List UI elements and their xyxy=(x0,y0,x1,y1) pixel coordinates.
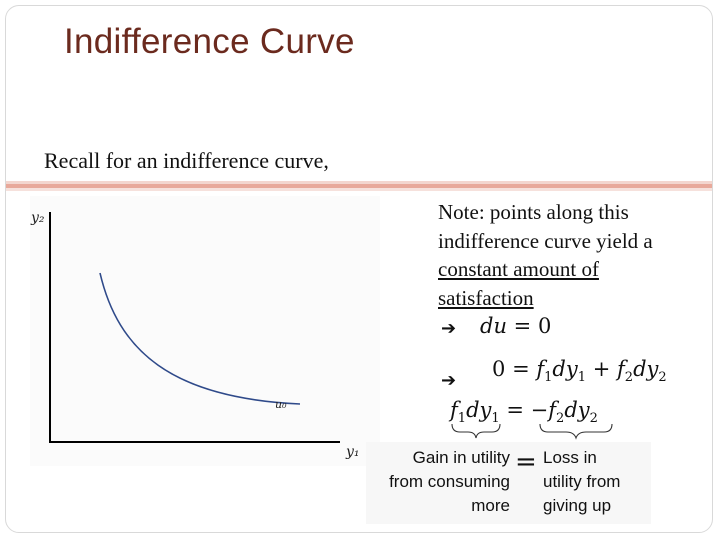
eq2-lhs: 0 xyxy=(492,357,506,381)
eq3-term: f xyxy=(450,398,458,422)
note-underlined-2: satisfaction xyxy=(438,285,534,310)
eq2-sub: 1 xyxy=(544,370,553,385)
eq2-term: f xyxy=(617,357,625,381)
eq3-term: dy xyxy=(466,398,492,422)
brace-right xyxy=(539,423,613,440)
recall-text: Recall for an indifference curve, xyxy=(44,148,329,173)
eq2-sub: 1 xyxy=(577,370,587,385)
gain-label-line: from consuming xyxy=(389,472,510,491)
loss-label-line: giving up xyxy=(543,496,612,515)
eq3-rel: = xyxy=(506,398,524,422)
labels-equals: = xyxy=(515,447,537,477)
eq3-sub: 2 xyxy=(589,411,598,426)
slide-frame xyxy=(5,5,713,533)
equation-2: 0 = f1dy1 + f2dy2 xyxy=(492,357,667,385)
eq3-sub: 1 xyxy=(457,411,467,426)
eq2-sub: 2 xyxy=(658,370,667,385)
graph-background xyxy=(30,196,380,466)
equation-3: f1dy1 = −f2dy2 xyxy=(450,398,598,426)
eq1-rhs: 0 xyxy=(537,314,552,338)
note-underlined-1: constant amount of xyxy=(438,257,599,281)
eq3-neg: − xyxy=(530,398,549,422)
loss-label: Loss in utility from giving up xyxy=(543,446,648,518)
arrow-icon: ➔ xyxy=(441,318,457,339)
indifference-curve xyxy=(99,272,301,405)
eq2-term: f xyxy=(536,357,545,381)
note-text: Note: points along this indifference cur… xyxy=(438,198,708,312)
eq3-sub: 1 xyxy=(491,411,500,426)
loss-label-line: utility from xyxy=(543,472,621,491)
gain-label: Gain in utility from consuming more xyxy=(368,446,510,518)
slide-title: Indifference Curve xyxy=(64,22,355,61)
loss-label-line: Loss in xyxy=(543,448,597,467)
y-axis-label: y₂ xyxy=(30,210,45,226)
curve-label: u₀ xyxy=(275,398,287,411)
eq2-rel: = xyxy=(512,357,530,381)
gain-label-line: Gain in utility xyxy=(412,448,510,467)
eq2-term: dy xyxy=(633,357,659,381)
note-line-1: Note: points along this xyxy=(438,200,629,224)
eq3-term: f xyxy=(548,398,557,422)
eq1-rel: = xyxy=(513,314,532,338)
divider-rule xyxy=(6,181,712,191)
x-axis-label: y₁ xyxy=(345,444,360,460)
labels-background xyxy=(366,442,651,524)
arrow-icon: ➔ xyxy=(441,370,457,391)
eq3-term: dy xyxy=(564,398,590,422)
eq2-sub: 2 xyxy=(624,370,634,385)
brace-left xyxy=(451,423,501,439)
gain-label-line: more xyxy=(471,496,510,515)
eq2-plus: + xyxy=(592,357,611,381)
eq3-sub: 2 xyxy=(556,411,565,426)
equation-1: du = 0 xyxy=(480,314,551,338)
eq2-term: dy xyxy=(552,357,578,381)
note-line-2: indifference curve yield a xyxy=(438,228,653,253)
eq1-lhs: du xyxy=(480,314,507,338)
